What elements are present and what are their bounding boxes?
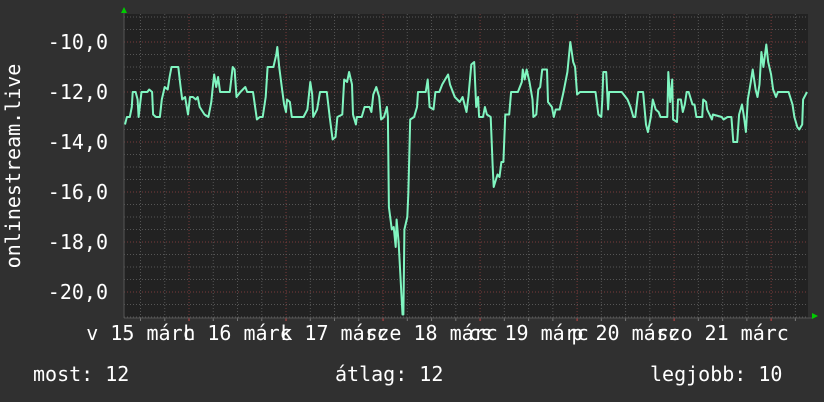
y-tick-label: -12,0 <box>48 80 108 104</box>
y-axis-arrow-icon <box>121 7 127 13</box>
y-tick-label: -14,0 <box>48 130 108 154</box>
x-tick-label: h 16 márc <box>183 321 291 345</box>
x-tick-label: p 20 márc <box>571 321 679 345</box>
x-tick-label: k 17 márc <box>280 321 388 345</box>
x-axis-arrow-icon <box>812 313 818 319</box>
y-tick-label: -20,0 <box>48 280 108 304</box>
grid <box>123 10 812 321</box>
y-tick-label: -18,0 <box>48 230 108 254</box>
legend-current: most: 12 <box>33 362 130 386</box>
plot-area <box>124 14 808 318</box>
x-tick-label: szo 21 márc <box>656 321 788 345</box>
y-axis-ticks: -10,0 -12,0 -14,0 -16,0 -18,0 -20,0 <box>48 30 108 304</box>
y-tick-label: -16,0 <box>48 180 108 204</box>
x-tick-label: v 15 márc <box>86 321 194 345</box>
legend-average: átlag: 12 <box>335 362 444 386</box>
legend-best: legjobb: 10 <box>650 362 783 386</box>
x-tick-label: cs 19 márc <box>468 321 588 345</box>
x-tick-label: sze 18 márc <box>365 321 497 345</box>
y-tick-label: -10,0 <box>48 30 108 54</box>
y-axis-label: onlinestream.live <box>1 64 25 269</box>
series-line <box>124 41 808 316</box>
